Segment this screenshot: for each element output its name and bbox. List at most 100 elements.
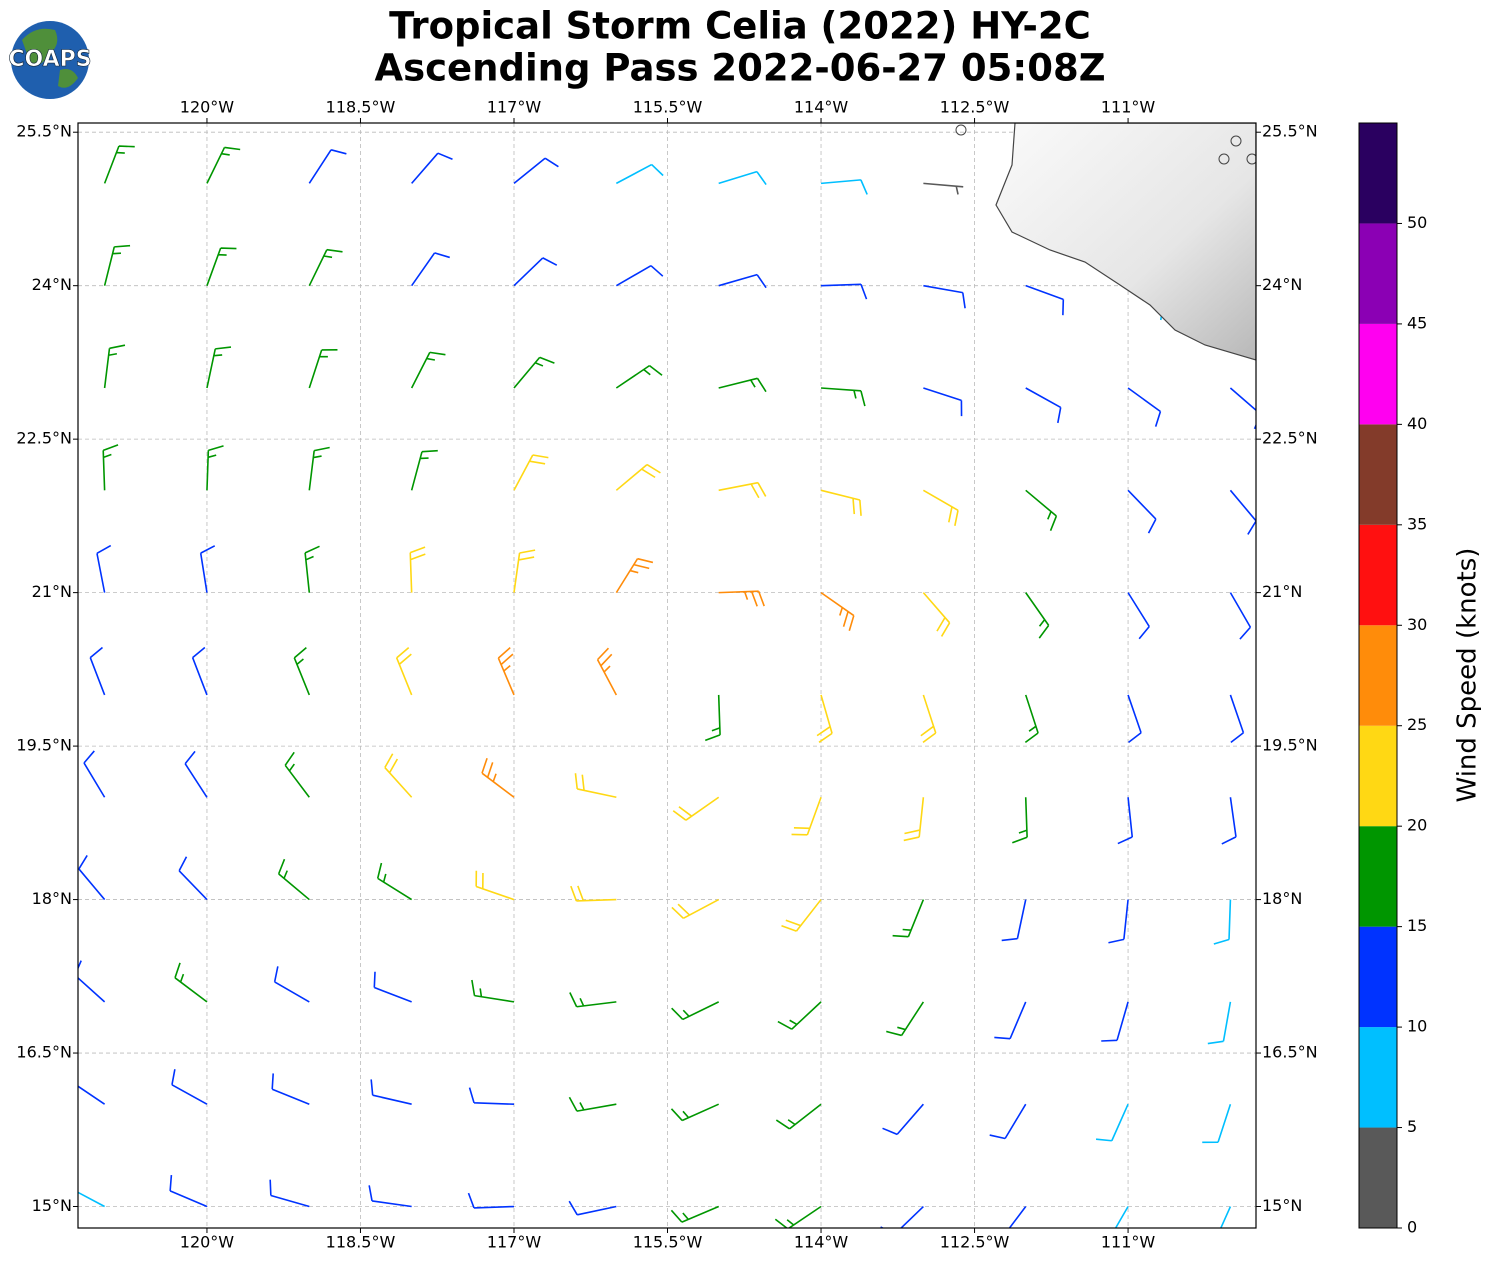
- wind-barb: [206, 146, 241, 184]
- y-tick-label: 15°N: [1262, 1196, 1302, 1215]
- wind-barb: [308, 248, 343, 287]
- wind-barb: [777, 1001, 822, 1030]
- barb-field: [78, 145, 1256, 1228]
- wind-barb: [994, 1001, 1027, 1040]
- wind-barb: [615, 557, 654, 594]
- wind-barb: [671, 898, 720, 920]
- plot-frame: [77, 122, 1257, 1229]
- colorbar-frame: [1358, 122, 1398, 1229]
- wind-barb: [1114, 1206, 1129, 1228]
- wind-barb: [1095, 1103, 1129, 1142]
- colorbar-bin: [1359, 323, 1397, 425]
- wind-barb: [989, 1103, 1027, 1140]
- wind-barb: [96, 544, 112, 593]
- wind-barb: [704, 694, 721, 742]
- colorbar-tick-label: 35: [1407, 514, 1427, 533]
- wind-barb: [83, 750, 106, 798]
- wind-barb: [880, 1205, 924, 1228]
- wind-barb: [475, 870, 515, 901]
- wind-barb: [570, 885, 617, 902]
- x-tick-label: 111°W: [1101, 98, 1156, 117]
- wind-barb: [615, 364, 663, 389]
- wind-barb: [671, 1001, 720, 1021]
- wind-barb: [368, 1185, 412, 1208]
- wind-barb: [206, 346, 232, 389]
- wind-barb: [513, 454, 549, 491]
- wind-barb: [568, 1096, 617, 1112]
- wind-barb: [78, 960, 106, 1003]
- colorbar-bin: [1359, 926, 1397, 1028]
- wind-barb: [513, 157, 559, 184]
- wind-barb: [293, 646, 311, 696]
- wind-barb: [718, 481, 767, 499]
- y-tick-label: 18°N: [32, 889, 72, 908]
- y-tick-label: 19.5°N: [1262, 736, 1318, 755]
- grid: [78, 123, 1256, 1228]
- wind-barb: [184, 750, 208, 798]
- wind-barb: [411, 152, 453, 184]
- wind-barb: [775, 1103, 822, 1130]
- wind-barb: [277, 858, 310, 901]
- wind-barb: [89, 646, 106, 696]
- island: [1218, 153, 1230, 165]
- y-tick-label: 25.5°N: [1262, 122, 1318, 141]
- wind-barb: [820, 179, 868, 195]
- colorbar-tick-label: 30: [1407, 615, 1427, 634]
- wind-barb: [922, 592, 951, 637]
- wind-barb: [410, 449, 438, 491]
- wind-barb: [596, 647, 618, 696]
- colorbar-tick-label: 10: [1407, 1017, 1427, 1036]
- wind-barb: [78, 1191, 105, 1208]
- wind-barb: [1108, 899, 1129, 944]
- colorbar-tick-label: 15: [1407, 916, 1427, 935]
- colorbar-bin: [1359, 826, 1397, 927]
- wind-barb: [923, 387, 963, 417]
- wind-barb: [1229, 694, 1245, 744]
- x-tick-label: 117°W: [487, 98, 542, 117]
- colorbar-bin: [1359, 625, 1397, 726]
- wind-barb: [774, 1205, 822, 1228]
- wind-barb: [1025, 387, 1062, 424]
- y-tick-label: 24°N: [32, 275, 72, 294]
- wind-barb: [1012, 797, 1028, 844]
- wind-barb: [376, 862, 413, 901]
- wind-barb: [615, 264, 664, 287]
- wind-barb: [569, 992, 617, 1008]
- wind-barb: [308, 349, 338, 389]
- y-tick-label: 24°N: [1262, 275, 1302, 294]
- wind-barb: [922, 489, 959, 526]
- y-tick-label: 15°N: [32, 1196, 72, 1215]
- wind-barb: [370, 1079, 412, 1105]
- wind-barb: [513, 549, 536, 593]
- x-tick-label: 114°W: [794, 1233, 849, 1252]
- colorbar-bin: [1359, 1127, 1397, 1228]
- wind-barb: [1001, 899, 1027, 942]
- wind-barb: [791, 796, 822, 836]
- x-tick-label: 118.5°W: [326, 1233, 396, 1252]
- colorbar-tick-label: 50: [1407, 213, 1427, 232]
- wind-barb: [882, 1103, 924, 1136]
- wind-barb: [103, 244, 131, 286]
- wind-barb: [102, 444, 119, 491]
- colorbar-bin: [1359, 123, 1397, 224]
- wind-barb: [269, 1179, 310, 1208]
- wind-barb: [718, 170, 767, 186]
- wind-barb: [178, 856, 208, 901]
- y-tick-label: 18°N: [1262, 889, 1302, 908]
- y-tick-label: 22.5°N: [1262, 429, 1318, 448]
- wind-barb: [670, 1205, 719, 1223]
- wind-barb: [513, 257, 558, 287]
- wind-barb: [1008, 1206, 1027, 1228]
- x-tick-label: 120°W: [180, 1233, 235, 1252]
- wind-barb: [169, 1175, 208, 1208]
- colorbar-label: Wind Speed (knots): [1453, 548, 1483, 803]
- wind-barb: [816, 694, 833, 743]
- wind-barb: [615, 163, 664, 185]
- wind-barb: [1202, 1103, 1232, 1144]
- colorbar-tick-label: 40: [1407, 414, 1427, 433]
- wind-barb: [78, 1085, 106, 1105]
- colorbar-tick-label: 0: [1407, 1218, 1417, 1237]
- wind-barb: [821, 283, 868, 300]
- colorbar-bin: [1359, 524, 1397, 626]
